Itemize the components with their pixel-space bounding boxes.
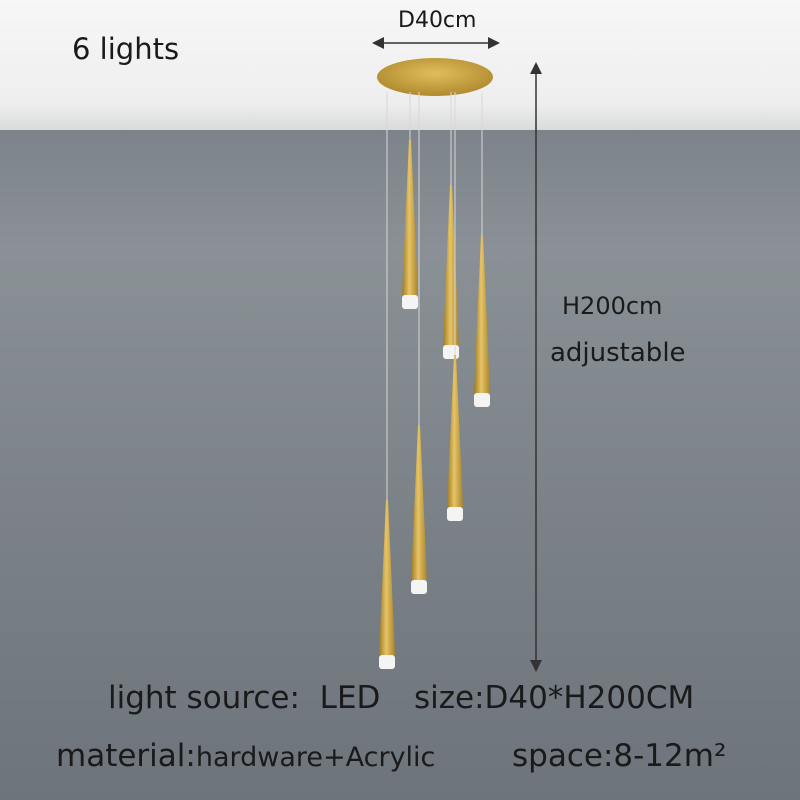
- size-spec: size:D40*H200CM: [414, 680, 695, 716]
- material-label: material:: [56, 738, 196, 774]
- gold-cone: [474, 235, 490, 393]
- space-spec: space:8-12m²: [512, 738, 727, 774]
- pendant-light: [447, 92, 463, 521]
- pendant-light: [443, 92, 459, 359]
- light-source-spec: light source: LED: [108, 680, 380, 716]
- acrylic-diffuser: [474, 393, 490, 407]
- acrylic-diffuser: [379, 655, 395, 669]
- gold-cone: [411, 425, 427, 580]
- material-spec: material:hardware+Acrylic: [56, 738, 435, 774]
- light-source-value: LED: [319, 680, 381, 716]
- gold-cone: [379, 500, 395, 655]
- diameter-label: D40cm: [398, 8, 477, 33]
- light-source-label: light source:: [108, 680, 300, 716]
- gold-cone: [447, 355, 463, 507]
- pendant-light: [474, 92, 490, 407]
- acrylic-diffuser: [443, 345, 459, 359]
- acrylic-diffuser: [402, 295, 418, 309]
- pendant-light: [379, 92, 395, 669]
- light-count: 6 lights: [72, 32, 180, 66]
- pendant-light: [411, 92, 427, 594]
- ceiling-canopy: [377, 58, 493, 96]
- pendant-light: [402, 92, 418, 309]
- acrylic-diffuser: [447, 507, 463, 521]
- material-value: hardware+Acrylic: [195, 742, 436, 773]
- gold-cone: [402, 140, 418, 295]
- adjustable-label: adjustable: [550, 338, 686, 368]
- acrylic-diffuser: [411, 580, 427, 594]
- height-label: H200cm: [562, 292, 663, 320]
- gold-cone: [443, 185, 459, 345]
